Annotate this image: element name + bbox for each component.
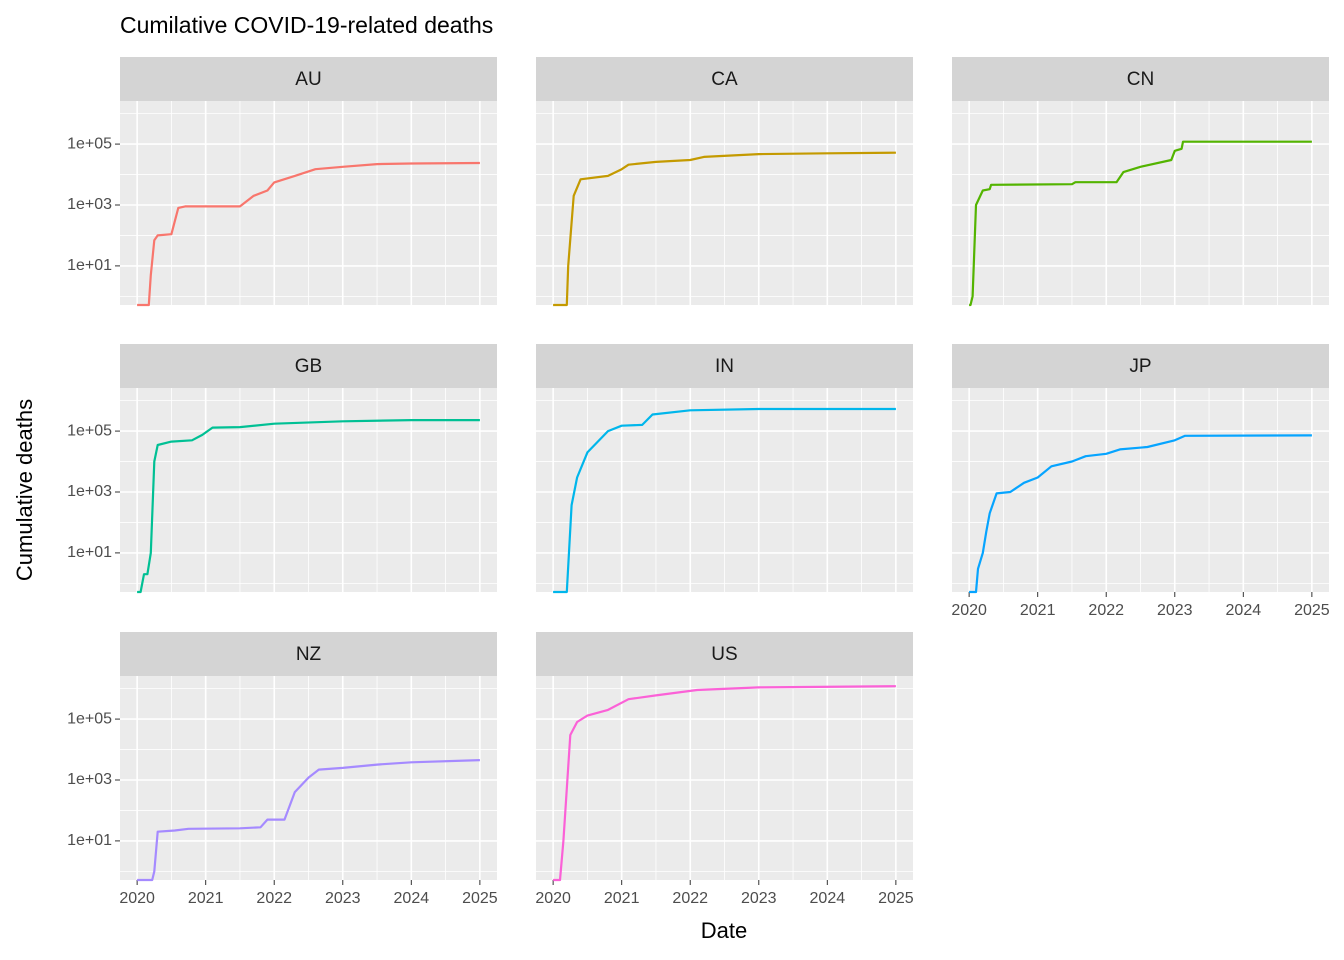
x-tick-label: 2025 <box>1294 602 1330 619</box>
x-tick-label: 2022 <box>1088 602 1124 619</box>
y-tick-label: 1e+01 <box>67 832 112 849</box>
x-tick-label: 2023 <box>325 890 361 907</box>
x-tick-label: 2022 <box>672 890 708 907</box>
strip <box>120 57 497 101</box>
strip <box>952 344 1329 388</box>
x-tick-label: 2020 <box>951 602 987 619</box>
x-tick-label: 2021 <box>604 890 640 907</box>
x-tick-label: 2025 <box>878 890 914 907</box>
strip <box>536 344 913 388</box>
x-tick-label: 2024 <box>810 890 846 907</box>
y-tick-label: 1e+03 <box>67 771 112 788</box>
strip-label: NZ <box>296 644 322 665</box>
x-tick-label: 2024 <box>1226 602 1262 619</box>
strip-label: IN <box>715 356 734 377</box>
y-tick-label: 1e+03 <box>67 483 112 500</box>
strip <box>120 344 497 388</box>
data-line <box>553 685 896 882</box>
data-line <box>969 434 1312 594</box>
y-tick-label: 1e+01 <box>67 544 112 561</box>
x-tick-label: 2022 <box>256 890 292 907</box>
strip-label: JP <box>1129 356 1151 377</box>
x-tick-label: 2023 <box>1157 602 1193 619</box>
strip-label: GB <box>295 356 322 377</box>
strip <box>536 57 913 101</box>
y-tick-label: 1e+05 <box>67 135 112 152</box>
data-line <box>969 140 1312 307</box>
strip-label: AU <box>295 69 321 90</box>
y-tick-label: 1e+05 <box>67 710 112 727</box>
x-tick-label: 2021 <box>188 890 224 907</box>
x-tick-label: 2020 <box>535 890 571 907</box>
x-tick-label: 2024 <box>394 890 430 907</box>
strip-label: CA <box>711 69 738 90</box>
strip-label: US <box>711 644 737 665</box>
strip <box>120 632 497 676</box>
y-tick-label: 1e+01 <box>67 257 112 274</box>
data-line <box>137 161 480 307</box>
x-tick-label: 2023 <box>741 890 777 907</box>
y-axis-title: Cumulative deaths <box>12 399 37 581</box>
strip <box>536 632 913 676</box>
data-line <box>137 759 480 882</box>
data-line <box>137 419 480 594</box>
strip <box>952 57 1329 101</box>
chart-title: Cumilative COVID-19-related deaths <box>120 12 493 38</box>
x-axis-title: Date <box>701 918 747 943</box>
x-tick-label: 2025 <box>462 890 498 907</box>
x-tick-label: 2020 <box>119 890 155 907</box>
data-line <box>553 151 896 307</box>
y-tick-label: 1e+03 <box>67 196 112 213</box>
data-line <box>553 407 896 594</box>
y-tick-label: 1e+05 <box>67 422 112 439</box>
x-tick-label: 2021 <box>1020 602 1056 619</box>
strip-label: CN <box>1127 69 1154 90</box>
